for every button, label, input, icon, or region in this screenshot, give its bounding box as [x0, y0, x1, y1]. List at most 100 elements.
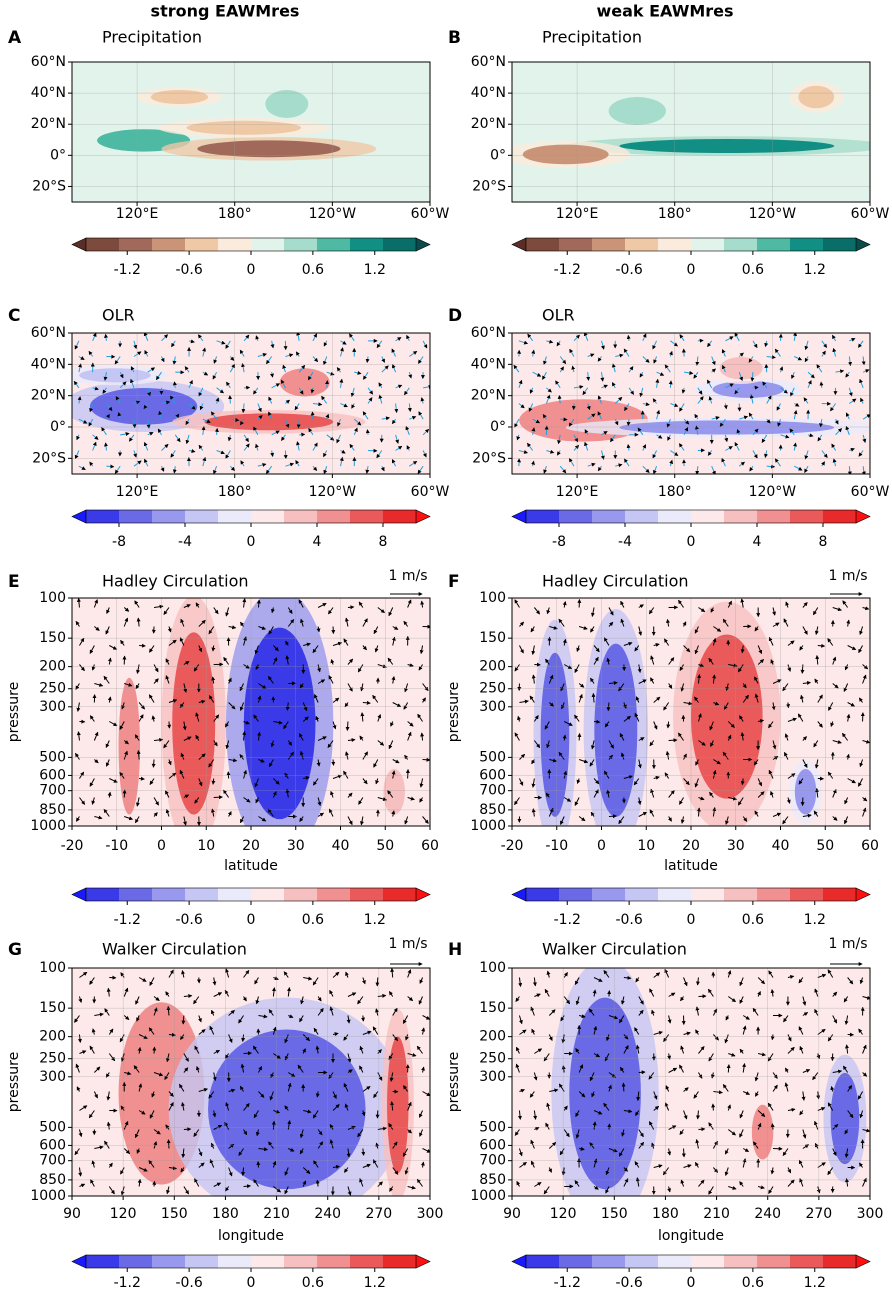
wind-vector [376, 340, 383, 349]
y-tick-label: 600 [39, 1137, 66, 1153]
wind-vector [347, 658, 354, 665]
wind-vector [202, 371, 209, 376]
wind-vector [375, 778, 380, 785]
wind-vector [285, 353, 294, 358]
wind-vector [652, 340, 658, 350]
wind-vector [146, 419, 151, 429]
wind-vector [530, 626, 535, 633]
colorbar-box [691, 888, 725, 901]
wind-vector [859, 378, 864, 389]
panel: 120°E 180° 120°W 60°W 60°N 40°N 20°N 0° 20°S D OLR… [448, 306, 889, 551]
wind-vector [528, 403, 534, 412]
panel-title: Walker Circulation [542, 940, 687, 959]
wind-vector [133, 400, 141, 405]
wind-vector [253, 387, 259, 395]
wind-vector [323, 356, 328, 366]
colorbar-box [218, 888, 252, 901]
wind-vector [299, 432, 306, 437]
wind-vector [79, 637, 85, 646]
y-tick-label: 250 [479, 681, 506, 697]
y-tick-label: 60°N [31, 325, 66, 341]
wind-vector [531, 778, 536, 788]
wind-vector [91, 797, 96, 805]
wind-vector [223, 656, 230, 665]
wind-vector [213, 714, 220, 722]
wind-vector [600, 340, 605, 350]
colorbar-extend [511, 1254, 527, 1269]
x-tick-label: 120°W [309, 206, 357, 222]
wind-vector [381, 416, 390, 421]
wind-vector [563, 770, 568, 779]
wind-vector [390, 721, 394, 727]
wind-vector [267, 808, 274, 817]
wind-vector [614, 396, 623, 404]
wind-vector [134, 734, 140, 741]
wind-vector [284, 772, 289, 779]
wind-vector [148, 694, 155, 703]
wind-vector [340, 449, 346, 454]
colorbar-box [724, 1255, 758, 1268]
wind-vector [391, 636, 396, 646]
wind-vector [516, 434, 521, 441]
wind-vector [858, 450, 864, 457]
y-tick-label: 40°N [471, 356, 506, 372]
column-header: weak EAWMres [596, 2, 733, 21]
wind-vector [546, 740, 550, 749]
wind-vector [327, 740, 334, 749]
colorbar-tick-label: -0.6 [615, 262, 642, 278]
wind-vector [407, 663, 414, 668]
colorbar-tick-label: 1.2 [364, 912, 386, 928]
y-tick-label: 500 [479, 1119, 506, 1135]
wind-vector [102, 387, 107, 394]
wind-vector [739, 415, 749, 420]
wind-vector [136, 749, 141, 760]
x-axis-label: longitude [218, 1228, 284, 1244]
wind-vector [559, 356, 567, 365]
wind-vector [404, 816, 409, 825]
colorbar-box [284, 888, 318, 901]
wind-vector [529, 695, 535, 703]
wind-vector [670, 403, 679, 407]
wind-vector [748, 412, 754, 420]
wind-vector [78, 356, 85, 360]
wind-vector [569, 348, 575, 357]
colorbar-box [317, 510, 351, 523]
colorbar-extend [415, 237, 431, 252]
y-tick-label: 20°N [471, 116, 506, 132]
colorbar-box [152, 888, 186, 901]
colorbar-box [625, 510, 659, 523]
wind-vector [308, 427, 314, 436]
wind-vector [227, 811, 232, 817]
anomaly-region [540, 652, 570, 817]
wind-vector [819, 381, 824, 388]
wind-vector [707, 340, 713, 348]
wind-vector [300, 618, 304, 627]
wind-vector [405, 425, 410, 436]
wind-vector [257, 353, 267, 357]
wind-vector [417, 356, 424, 364]
wind-vector [172, 466, 177, 474]
field [72, 333, 430, 474]
wind-vector [312, 356, 319, 363]
wind-vector [174, 413, 180, 420]
wind-vector [133, 460, 142, 467]
wind-vector [614, 418, 619, 426]
wind-vector [608, 607, 614, 616]
wind-vector [590, 677, 595, 684]
wind-vector [406, 334, 410, 342]
wind-vector [409, 460, 418, 467]
wind-vector [404, 683, 409, 693]
wind-vector [149, 778, 155, 785]
wind-vector [114, 465, 121, 474]
wind-vector [78, 363, 82, 373]
wind-vector [559, 465, 567, 474]
wind-vector [639, 371, 644, 378]
wind-vector [381, 365, 389, 373]
wind-vector [766, 464, 776, 469]
wind-vector [294, 403, 300, 411]
wind-vector [225, 740, 230, 750]
wind-vector [560, 816, 565, 825]
wind-vector [208, 759, 215, 768]
colorbar-box [383, 888, 417, 901]
wind-vector [188, 403, 196, 410]
